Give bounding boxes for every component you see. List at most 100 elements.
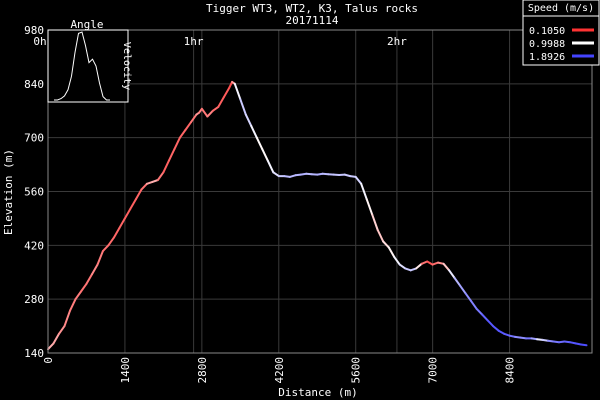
legend-title: Speed (m/s): [528, 3, 594, 14]
elevation-segment: [365, 198, 374, 216]
elevation-segment: [189, 113, 198, 124]
y-tick-label: 840: [24, 78, 44, 91]
elevation-segment: [200, 107, 209, 118]
elevation-segment: [244, 113, 253, 128]
y-tick-label: 280: [24, 293, 44, 306]
elevation-line: [47, 80, 588, 351]
elevation-segment: [233, 82, 242, 101]
chart-title: Tigger WT3, WT2, K3, Talus rocks: [206, 2, 418, 15]
elevation-segment: [96, 250, 104, 266]
elevation-segment: [448, 269, 456, 279]
elevation-segment: [85, 273, 93, 285]
elevation-segment: [580, 343, 588, 347]
time-tick-label: 0h: [33, 35, 46, 48]
elevation-segment: [173, 136, 181, 151]
elevation-segment: [162, 159, 170, 174]
chart-subtitle: 20171114: [286, 14, 339, 27]
elevation-segment: [228, 80, 234, 89]
elevation-segment: [123, 207, 132, 220]
grid-lines: [47, 29, 592, 354]
legend-entry-label: 0.1050: [529, 26, 565, 37]
elevation-segment: [360, 182, 368, 201]
x-tick-label: 2800: [196, 357, 209, 384]
elevation-segment: [261, 148, 269, 162]
y-tick-label: 560: [24, 186, 44, 199]
elevation-segment: [470, 300, 478, 310]
inset: Angle Velocity: [47, 18, 132, 103]
elevation-segment: [129, 198, 137, 210]
elevation-segment: [354, 175, 363, 185]
time-tick-label: 1hr: [184, 35, 204, 48]
elevation-segment: [101, 244, 110, 253]
inset-side-label: Velocity: [121, 42, 132, 90]
elevation-segment: [206, 109, 214, 118]
x-axis-label: Distance (m): [278, 386, 357, 399]
elevation-segment: [222, 86, 231, 99]
x-tick-label: 8400: [504, 357, 517, 384]
elevation-segment: [272, 171, 280, 178]
elevation-segment: [464, 292, 473, 303]
elevation-segment: [178, 129, 187, 139]
y-tick-label: 420: [24, 239, 44, 252]
elevation-segment: [140, 182, 148, 191]
elevation-segment: [486, 319, 495, 328]
elevation-segment: [80, 282, 88, 293]
elevation-segment: [250, 125, 258, 139]
legend-entries: 0.1050 0.9988 1.8926: [529, 26, 594, 63]
legend-entry-label: 1.8926: [529, 52, 565, 63]
elevation-segment: [112, 227, 121, 239]
x-tick-label: 1400: [119, 357, 132, 384]
x-tick-label: 7000: [427, 357, 440, 384]
elevation-segment: [91, 263, 99, 276]
inset-frame: [47, 29, 129, 103]
time-tick-labels: 0h 1hr 2hr: [33, 35, 407, 48]
x-tick-label: 4200: [273, 357, 286, 384]
y-tick-label: 140: [24, 347, 44, 360]
elevation-segment: [382, 240, 390, 249]
x-tick-labels: 0 1400 2800 4200 5600 7000 8400: [42, 357, 517, 384]
inset-profile: [54, 31, 110, 101]
elevation-segment: [184, 121, 192, 131]
elevation-segment: [211, 105, 220, 112]
elevation-segment: [453, 277, 462, 287]
elevation-segment: [492, 325, 500, 332]
elevation-segment: [74, 290, 82, 301]
elevation-segment: [415, 262, 423, 270]
inset-title: Angle: [70, 18, 103, 31]
plot-frame: [47, 29, 593, 354]
elevation-segment: [442, 262, 451, 272]
elevation-segment: [266, 159, 275, 174]
legend: Speed (m/s) 0.1050 0.9988 1.8926: [522, 0, 600, 66]
elevation-segment: [52, 332, 60, 345]
elevation-segment: [255, 136, 264, 151]
legend-entry-label: 0.9988: [529, 39, 565, 50]
elevation-segment: [387, 246, 396, 258]
x-tick-label: 5600: [350, 357, 363, 384]
elevation-segment: [107, 236, 115, 247]
y-tick-label: 980: [24, 24, 44, 37]
elevation-segment: [69, 298, 77, 312]
y-axis-label: Elevation (m): [2, 149, 15, 235]
elevation-segment: [118, 217, 126, 229]
elevation-segment: [134, 188, 143, 201]
elevation-segment: [47, 342, 55, 351]
elevation-segment: [398, 263, 407, 270]
elevation-segment: [376, 229, 385, 243]
elevation-segment: [156, 171, 165, 181]
time-tick-label: 2hr: [387, 35, 407, 48]
elevation-segment: [497, 329, 506, 335]
elevation-segment: [63, 309, 71, 328]
elevation-segment: [475, 307, 484, 316]
legend-box: [522, 0, 600, 66]
elevation-segment: [58, 325, 66, 335]
x-tick-label: 0: [42, 357, 55, 364]
elevation-segment: [426, 260, 434, 266]
elevation-segment: [459, 284, 467, 295]
elevation-segment: [371, 213, 379, 231]
y-tick-label: 700: [24, 132, 44, 145]
y-tick-labels: 140 280 420 560 700 840 980: [24, 24, 44, 360]
elevation-segment: [239, 98, 247, 116]
elevation-segment: [393, 255, 401, 266]
elevation-segment: [167, 148, 176, 162]
